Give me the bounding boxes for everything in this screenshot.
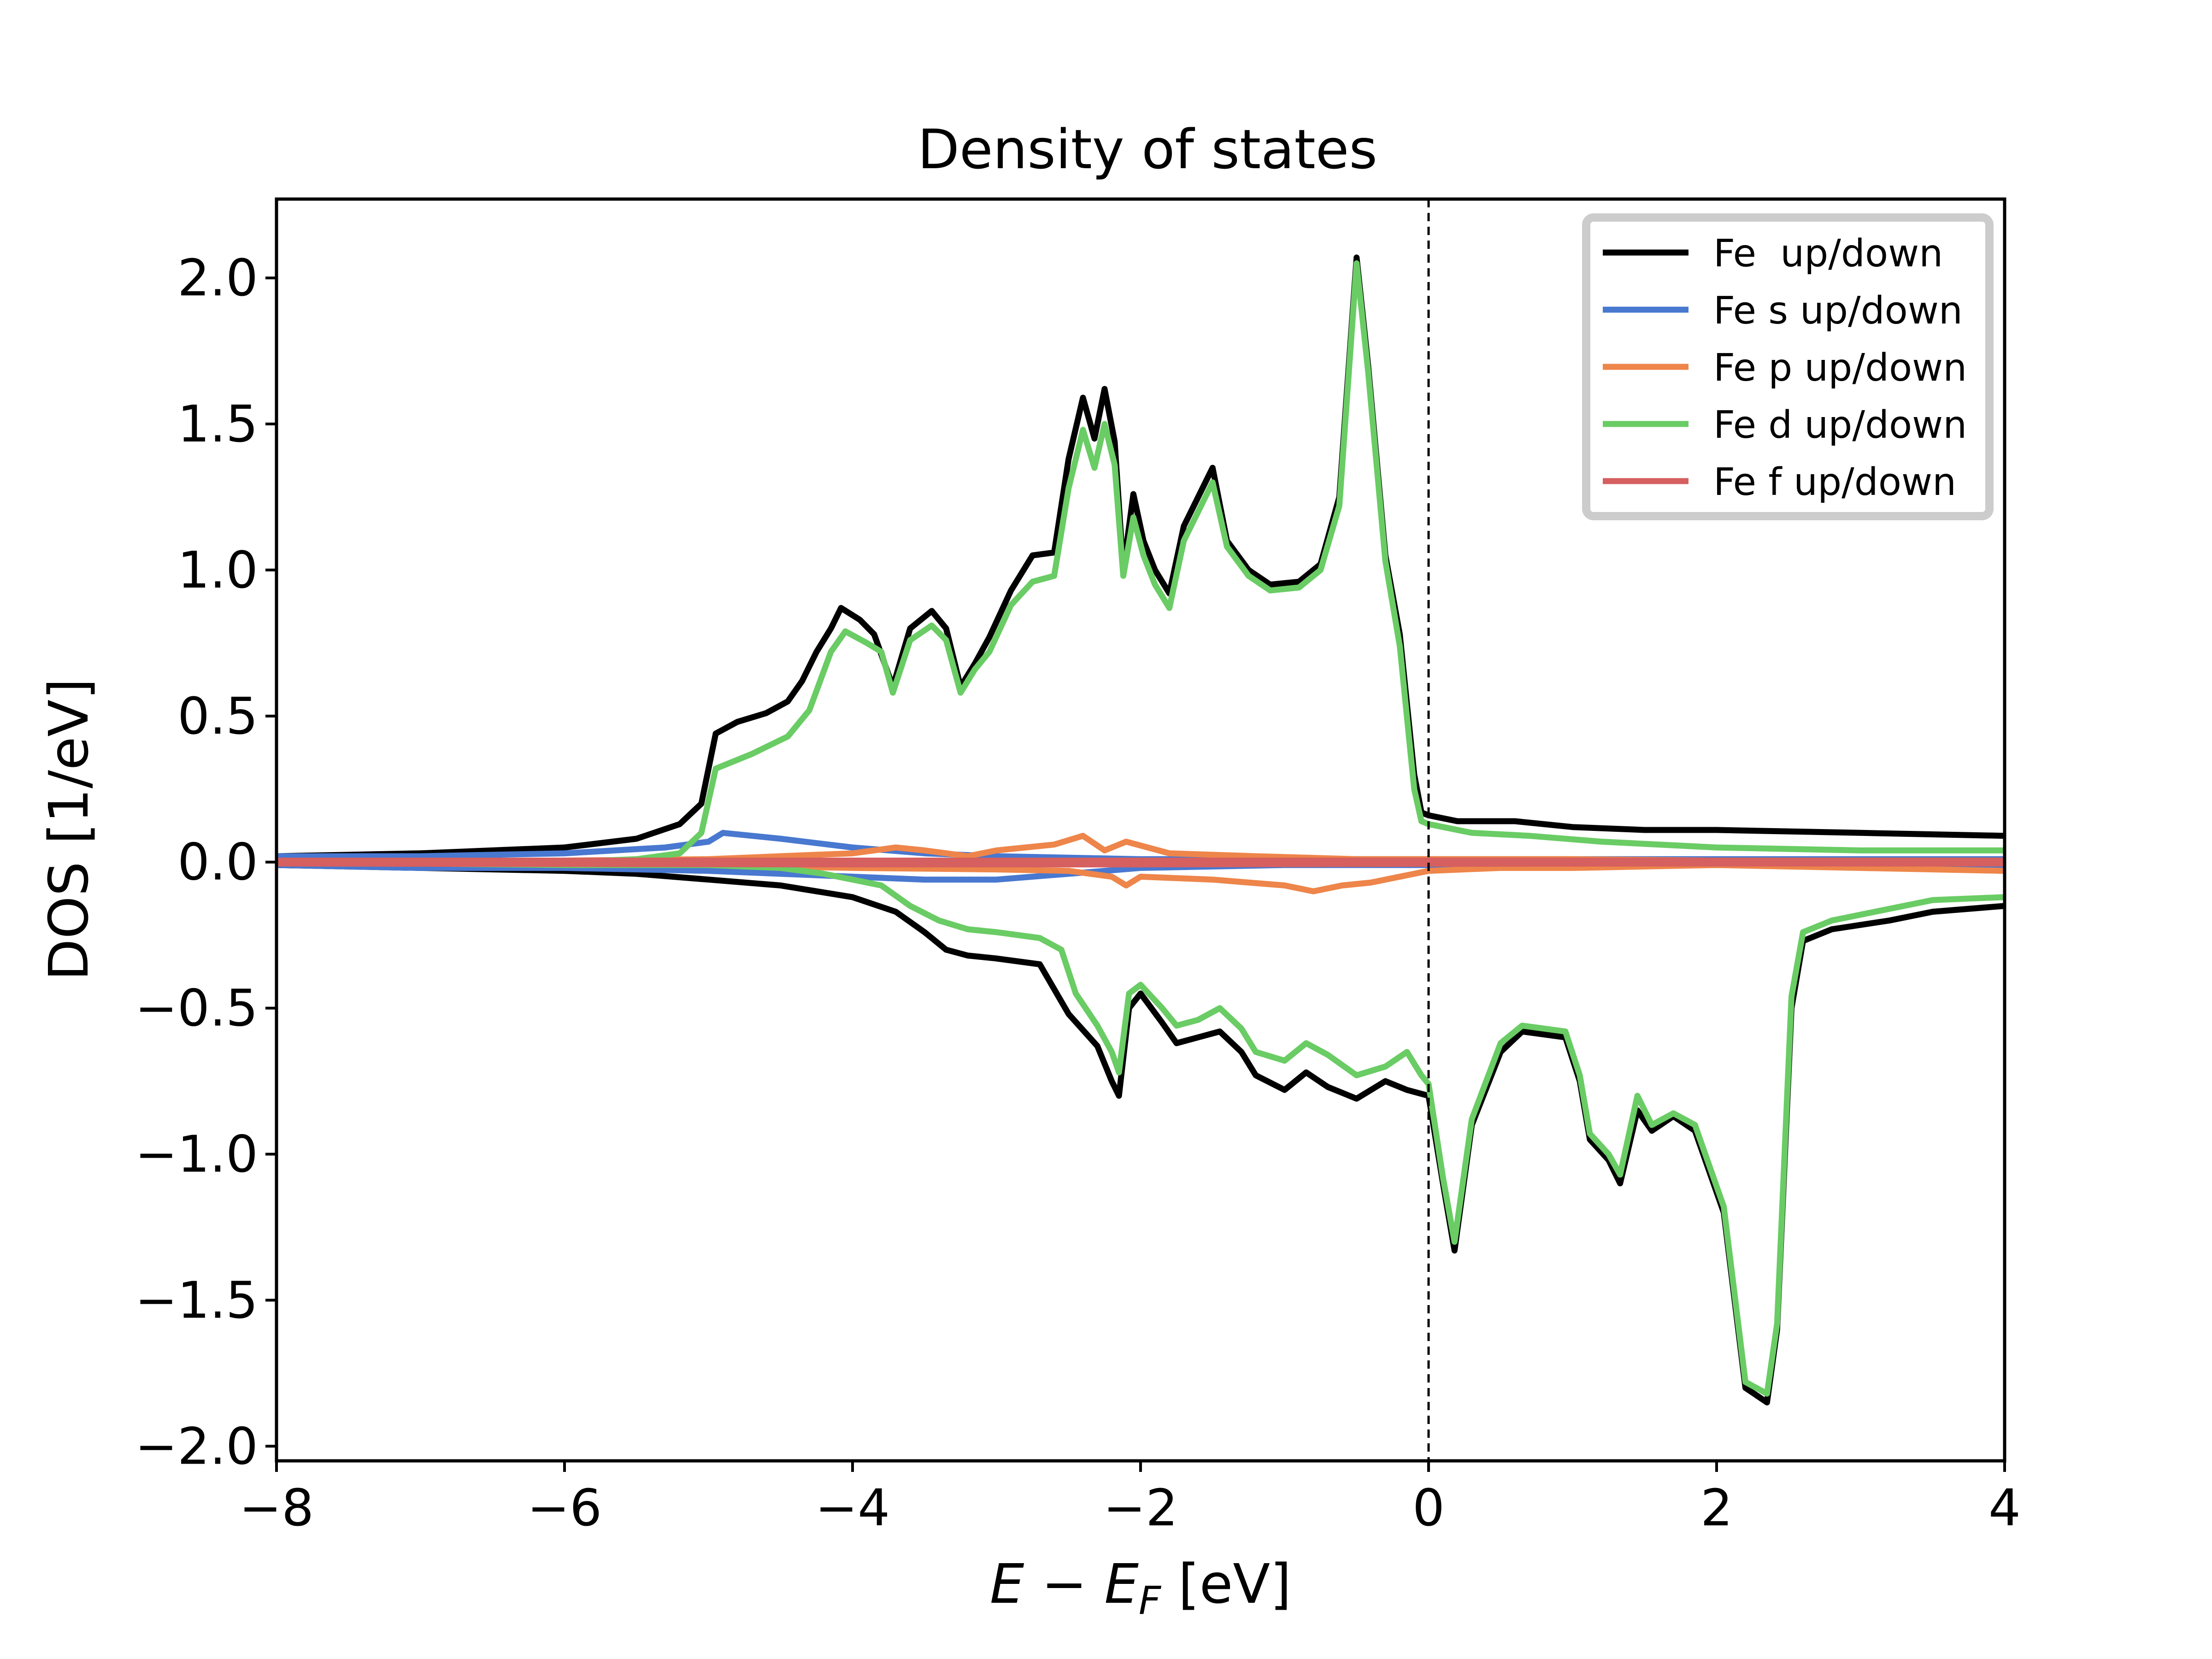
x-tick-label: −4 bbox=[815, 1478, 890, 1537]
y-tick-label: −0.5 bbox=[135, 979, 258, 1038]
legend-label: Fe f up/down bbox=[1713, 460, 1956, 504]
plot-area bbox=[275, 197, 2006, 1463]
x-tick-label: −8 bbox=[239, 1478, 314, 1537]
y-tick-label: 1.0 bbox=[177, 541, 258, 600]
x-tick-label: 4 bbox=[1988, 1478, 2021, 1537]
x-axis-label-unit: [eV] bbox=[1161, 1552, 1291, 1616]
x-axis-label-main: E − E bbox=[990, 1552, 1139, 1616]
y-tick-label: −1.5 bbox=[135, 1271, 258, 1330]
series-line-3-up bbox=[276, 260, 2005, 865]
x-axis-label-subscript: F bbox=[1139, 1578, 1162, 1623]
x-axis-label: E − EF [eV] bbox=[990, 1552, 1291, 1623]
x-tick-label: 2 bbox=[1700, 1478, 1733, 1537]
legend-label: Fe d up/down bbox=[1713, 403, 1967, 447]
y-axis: −2.0 −1.5 −1.0 −0.5 0.0 0.5 1.0 1.5 2.0 bbox=[135, 248, 276, 1476]
y-axis-label: DOS [1/eV] bbox=[37, 678, 100, 981]
x-axis: −8 −6 −4 −2 0 2 4 bbox=[239, 1461, 2021, 1537]
chart-title: Density of states bbox=[918, 118, 1377, 181]
x-tick-label: 0 bbox=[1412, 1478, 1445, 1537]
legend-label: Fe s up/down bbox=[1713, 289, 1963, 333]
y-tick-label: −1.0 bbox=[135, 1125, 258, 1184]
y-tick-label: 0.0 bbox=[177, 833, 258, 892]
y-tick-label: 1.5 bbox=[177, 394, 258, 453]
y-tick-label: −2.0 bbox=[135, 1417, 258, 1476]
series-line-4-down bbox=[276, 860, 2005, 868]
x-tick-label: −2 bbox=[1103, 1478, 1178, 1537]
legend-label: Fe p up/down bbox=[1713, 346, 1967, 390]
legend: Fe up/down Fe s up/down Fe p up/down Fe d u… bbox=[1582, 213, 1994, 520]
y-tick-label: 2.0 bbox=[177, 248, 258, 307]
series-line-2-down bbox=[276, 859, 2005, 894]
y-tick-label: 0.5 bbox=[177, 687, 258, 746]
series-line-3-down bbox=[276, 859, 2005, 1397]
legend-box bbox=[1582, 213, 1994, 520]
series-layer bbox=[276, 254, 2005, 1406]
legend-label: Fe up/down bbox=[1713, 232, 1943, 276]
x-tick-label: −6 bbox=[527, 1478, 602, 1537]
